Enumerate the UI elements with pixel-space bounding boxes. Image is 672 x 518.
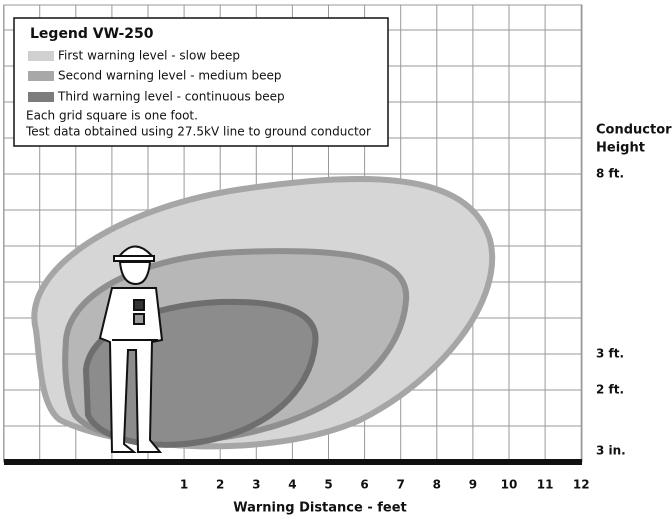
legend-swatch (28, 51, 54, 61)
y-axis-title: Height (596, 141, 645, 156)
legend-swatch (28, 92, 54, 102)
legend-item: Second warning level - medium beep (58, 69, 281, 83)
x-label: 1 (180, 478, 188, 492)
x-label: 7 (397, 478, 405, 492)
y-label: 3 ft. (596, 347, 624, 361)
worker-figure (98, 245, 164, 453)
x-label: 10 (501, 478, 518, 492)
y-label: 3 in. (596, 444, 626, 458)
x-label: 11 (537, 478, 554, 492)
x-label: 3 (252, 478, 260, 492)
legend-title: Legend VW-250 (30, 26, 154, 42)
x-axis-title: Warning Distance - feet (233, 501, 407, 516)
y-label: 8 ft. (596, 167, 624, 181)
x-label: 8 (433, 478, 441, 492)
legend-note: Each grid square is one foot. (26, 109, 198, 123)
legend-box (13, 17, 389, 147)
x-label: 2 (216, 478, 224, 492)
legend-item: Third warning level - continuous beep (57, 90, 285, 104)
legend-item: First warning level - slow beep (58, 49, 240, 63)
x-label: 6 (360, 478, 368, 492)
y-axis-title: Conductor (596, 123, 672, 138)
x-label: 12 (573, 478, 590, 492)
x-label: 5 (324, 478, 332, 492)
x-label: 9 (469, 478, 477, 492)
x-label: 4 (288, 478, 296, 492)
y-label: 2 ft. (596, 383, 624, 397)
legend-note: Test data obtained using 27.5kV line to … (25, 125, 371, 139)
legend-swatch (28, 71, 54, 81)
